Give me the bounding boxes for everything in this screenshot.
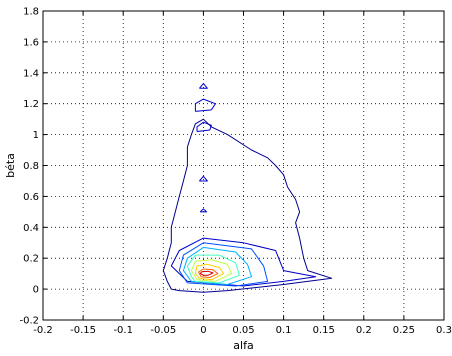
contour-line-level-2 (199, 175, 208, 182)
y-tick-label: 0.8 (23, 161, 39, 172)
x-tick-label: 0.1 (276, 325, 292, 336)
y-tick-label: 0.2 (23, 254, 39, 265)
tick-marks (42, 10, 445, 321)
x-axis-label: alfa (233, 339, 253, 352)
contour-line-level-4 (182, 246, 252, 285)
x-tick-label: 0.15 (313, 325, 335, 336)
x-tick-label: 0.2 (356, 325, 372, 336)
contour-line-level-2 (194, 98, 216, 112)
y-tick-labels: -0.2 0 0.2 0.4 0.6 0.8 1 1.2 1.4 1.6 1.8 (19, 7, 39, 327)
y-tick-label: 1 (33, 130, 39, 141)
grid-lines (43, 11, 444, 320)
y-tick-label: 0.6 (23, 192, 39, 203)
y-tick-label: -0.2 (19, 316, 39, 327)
contour-line-level-2 (196, 121, 212, 132)
contour-line-level-5 (186, 254, 240, 284)
contour-line-level-8 (198, 268, 219, 278)
contour-line-level-2 (170, 237, 317, 287)
x-tick-label: -0.05 (150, 325, 176, 336)
contour-lines (162, 83, 333, 293)
x-tick-label: 0.05 (232, 325, 254, 336)
y-tick-label: 0 (33, 285, 39, 296)
contour-line-level-6 (190, 259, 232, 282)
contour-line-level-2 (199, 83, 208, 89)
y-tick-label: 1.8 (23, 7, 39, 18)
x-tick-label: -0.1 (113, 325, 133, 336)
x-tick-label: 0.3 (436, 325, 452, 336)
contour-line-level-3 (178, 242, 269, 287)
contour-line-level-7 (194, 263, 224, 281)
x-tick-label: 0 (200, 325, 206, 336)
y-tick-label: 1.4 (23, 68, 39, 79)
y-axis-label: béta (4, 153, 17, 178)
x-tick-labels: -0.2 -0.15 -0.1 -0.05 0 0.05 0.1 0.15 0.2 0.25 0.3 (33, 325, 452, 336)
x-tick-label: -0.15 (70, 325, 96, 336)
y-tick-label: 1.6 (23, 37, 39, 48)
y-tick-label: 1.2 (23, 99, 39, 110)
contour-line-level-2 (199, 208, 208, 213)
x-tick-label: 0.25 (393, 325, 415, 336)
y-tick-label: 0.4 (23, 223, 39, 234)
contour-line-level-1 (162, 118, 333, 293)
x-tick-label: -0.2 (33, 325, 53, 336)
contour-line-level-9 (199, 270, 214, 276)
